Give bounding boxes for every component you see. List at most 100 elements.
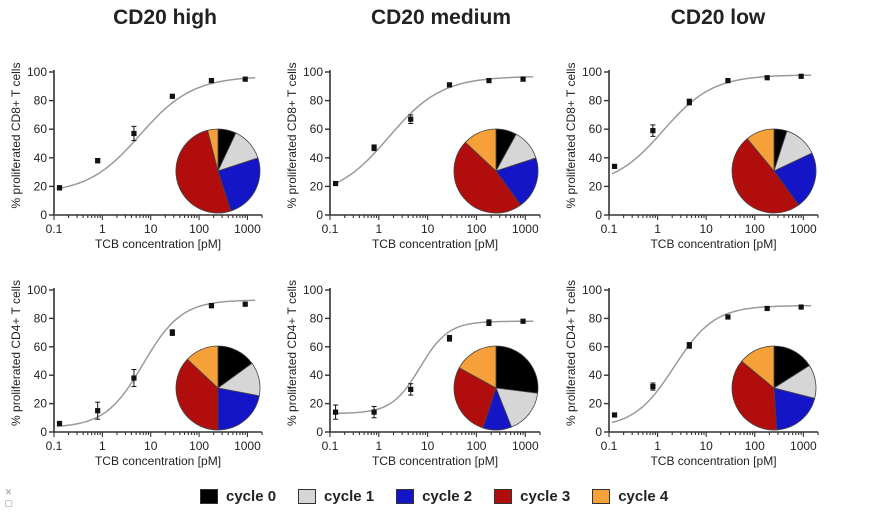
pie-slice-cycle-3 [175, 358, 219, 431]
x-tick-label: 1 [99, 439, 106, 453]
data-point [686, 99, 692, 105]
pie-slice-cycle-0 [495, 345, 539, 394]
x-axis-title: TCB concentration [pM] [372, 454, 498, 468]
pie-slice-cycle-3 [731, 138, 800, 214]
legend-item-cycle-0: cycle 0 [200, 488, 276, 505]
legend-swatch-cycle-0 [200, 489, 218, 504]
close-icon[interactable]: ✕ ▢ [4, 487, 13, 508]
chart-panel-1: 0 20 40 60 80 100 0.1 1 10 100 1000 TCB concentrati… [9, 63, 263, 251]
pie-slice-cycle-4 [186, 345, 219, 389]
data-point [611, 412, 618, 418]
pie-slice-cycle-3 [175, 129, 232, 214]
x-tick-label: 100 [466, 439, 486, 453]
y-tick-label: 0 [40, 208, 47, 222]
data-point [371, 145, 377, 151]
y-tick-label: 100 [27, 283, 47, 297]
data-point [242, 301, 248, 307]
y-tick-label: 0 [595, 208, 602, 222]
y-tick-label: 60 [310, 340, 324, 354]
pie-slice-cycle-3 [453, 367, 497, 429]
y-tick-label: 0 [316, 425, 323, 439]
y-axis-title: % proliferated CD4+ T cells [285, 280, 299, 426]
legend-label: cycle 0 [226, 488, 277, 505]
data-point [520, 318, 526, 324]
x-axis-title: TCB concentration [pM] [650, 454, 776, 468]
data-point [371, 409, 377, 415]
x-tick-label: 100 [745, 222, 765, 236]
x-tick-label: 10 [700, 222, 714, 236]
y-tick-label: 0 [595, 425, 602, 439]
y-tick-label: 100 [582, 283, 602, 297]
x-tick-label: 10 [144, 222, 158, 236]
y-tick-label: 60 [34, 340, 48, 354]
pie-slice-cycle-2 [495, 157, 539, 206]
data-point [650, 128, 656, 134]
data-point [446, 335, 453, 341]
y-tick-label: 20 [34, 179, 48, 193]
data-point [520, 76, 526, 82]
legend-item-cycle-1: cycle 1 [298, 488, 374, 505]
x-tick-label: 1000 [790, 439, 817, 453]
fit-curve [611, 74, 812, 175]
legend-item-cycle-3: cycle 3 [494, 488, 570, 505]
data-point [208, 77, 215, 84]
chart-panel-5: 0 20 40 60 80 100 0.1 1 10 100 1000 TCB concentrati… [285, 280, 541, 468]
x-axis-title: TCB concentration [pM] [95, 237, 221, 251]
legend-label: cycle 2 [422, 488, 473, 505]
pie-slice-cycle-2 [217, 157, 261, 212]
data-point [332, 180, 339, 187]
y-tick-label: 80 [310, 311, 324, 325]
fit-curve [56, 299, 256, 428]
data-point [169, 93, 175, 99]
pie-slice-cycle-2 [773, 152, 817, 206]
y-axis-title: % proliferated CD8+ T cells [9, 63, 23, 209]
fit-curve [56, 76, 256, 190]
data-point [446, 82, 453, 88]
x-tick-label: 1 [99, 222, 106, 236]
x-tick-label: 0.1 [601, 222, 618, 236]
column-title-cd20-medium: CD20 medium [370, 6, 512, 29]
x-tick-label: 100 [189, 439, 209, 453]
y-tick-label: 40 [34, 368, 48, 382]
column-title-cd20-low: CD20 low [670, 6, 766, 29]
x-tick-label: 10 [421, 222, 435, 236]
x-tick-label: 100 [745, 439, 765, 453]
y-tick-label: 0 [316, 208, 323, 222]
x-tick-label: 10 [700, 439, 714, 453]
x-tick-label: 100 [189, 222, 209, 236]
data-point [56, 185, 63, 191]
legend-item-cycle-4: cycle 4 [592, 488, 668, 505]
chart-panel-4: 0 20 40 60 80 100 0.1 1 10 100 1000 TCB concentrati… [9, 280, 263, 468]
chart-panel-6: 0 20 40 60 80 100 0.1 1 10 100 1000 TCB concentrati… [564, 280, 819, 468]
data-point [764, 75, 770, 81]
data-point [486, 77, 492, 84]
pie-slice-cycle-4 [741, 345, 775, 389]
y-tick-label: 100 [303, 283, 323, 297]
pie-slice-cycle-2 [773, 387, 816, 431]
y-tick-label: 20 [589, 397, 603, 411]
data-point [611, 163, 618, 169]
y-tick-label: 40 [589, 151, 603, 165]
y-tick-label: 100 [582, 65, 602, 79]
pie-slice-cycle-4 [207, 128, 219, 172]
y-tick-label: 80 [310, 94, 324, 108]
pie-slice-cycle-3 [731, 360, 778, 431]
x-tick-label: 0.1 [322, 222, 339, 236]
pie-slice-cycle-4 [746, 128, 775, 173]
data-point [332, 409, 339, 415]
fit-curve [332, 76, 534, 186]
x-tick-label: 1000 [790, 222, 817, 236]
data-point [686, 342, 692, 348]
y-tick-label: 60 [589, 122, 603, 136]
y-tick-label: 20 [589, 179, 603, 193]
y-axis-title: % proliferated CD8+ T cells [564, 63, 578, 209]
y-tick-label: 40 [310, 368, 324, 382]
x-tick-label: 1000 [234, 222, 261, 236]
x-tick-label: 0.1 [46, 222, 63, 236]
x-axis-title: TCB concentration [pM] [95, 454, 221, 468]
y-axis-title: % proliferated CD4+ T cells [9, 280, 23, 426]
x-tick-label: 1000 [512, 439, 539, 453]
chart-panel-3: 0 20 40 60 80 100 0.1 1 10 100 1000 TCB concentrati… [564, 63, 819, 251]
legend-item-cycle-2: cycle 2 [396, 488, 472, 505]
legend-swatch-cycle-2 [396, 489, 415, 504]
